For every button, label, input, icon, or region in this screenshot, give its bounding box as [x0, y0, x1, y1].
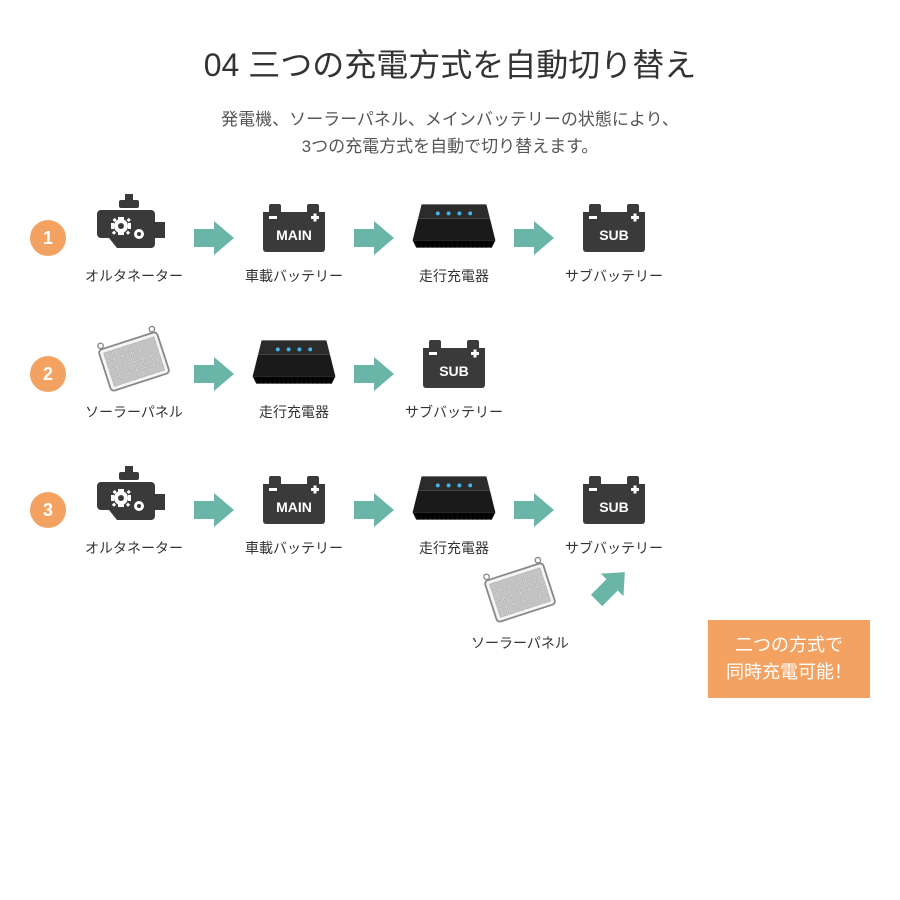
engine-icon: [89, 190, 179, 260]
callout-line2: 同時充電可能！: [726, 662, 852, 682]
sub-battery-item: SUB サブバッテリー: [564, 462, 664, 558]
subtitle-line2: 3つの充電方式を自動で切り替えます。: [302, 137, 599, 156]
arrow-icon: [512, 491, 556, 529]
main-battery-label: 車載バッテリー: [245, 538, 343, 558]
page-title: 04 三つの充電方式を自動切り替え: [30, 40, 870, 86]
flow-row-3: 3 オルタネーター: [30, 462, 870, 558]
engine-icon: [89, 462, 179, 532]
charger-item: 走行充電器: [404, 462, 504, 558]
battery-main-icon: MAIN: [249, 190, 339, 260]
alternator-item: オルタネーター: [84, 462, 184, 558]
sub-battery-label: サブバッテリー: [565, 538, 663, 558]
row-badge-1: 1: [30, 220, 66, 256]
sub-battery-item: SUB サブバッテリー: [404, 326, 504, 422]
solar-item: ソーラーパネル: [84, 326, 184, 422]
arrow-icon: [192, 355, 236, 393]
sub-battery-label: サブバッテリー: [405, 402, 503, 422]
arrow-icon: [192, 491, 236, 529]
alternator-label: オルタネーター: [85, 266, 183, 286]
row-badge-3: 3: [30, 492, 66, 528]
solar-label: ソーラーパネル: [471, 633, 569, 653]
solar-label: ソーラーパネル: [85, 402, 183, 422]
svg-text:SUB: SUB: [439, 363, 469, 379]
subtitle-line1: 発電機、ソーラーパネル、メインバッテリーの状態により、: [221, 110, 679, 129]
solar-icon: [475, 557, 565, 627]
arrow-icon: [512, 219, 556, 257]
flow-row-1: 1 オルタネーター: [30, 190, 870, 286]
main-battery-item: MAIN 車載バッテリー: [244, 190, 344, 286]
charger-label: 走行充電器: [419, 266, 489, 286]
charger-item: 走行充電器: [244, 326, 344, 422]
charger-item: 走行充電器: [404, 190, 504, 286]
battery-sub-icon: SUB: [409, 326, 499, 396]
battery-main-icon: MAIN: [249, 462, 339, 532]
row3-solar-branch: ソーラーパネル: [470, 557, 570, 653]
alternator-label: オルタネーター: [85, 538, 183, 558]
solar-icon: [89, 326, 179, 396]
callout-box: 二つの方式で 同時充電可能！: [708, 620, 870, 698]
main-battery-label: 車載バッテリー: [245, 266, 343, 286]
arrow-icon: [352, 219, 396, 257]
solar-item: ソーラーパネル: [470, 557, 570, 653]
main-battery-item: MAIN 車載バッテリー: [244, 462, 344, 558]
svg-text:MAIN: MAIN: [276, 227, 312, 243]
arrow-icon: [192, 219, 236, 257]
row-badge-2: 2: [30, 356, 66, 392]
arrow-icon: [352, 491, 396, 529]
arrow-icon: [352, 355, 396, 393]
diagonal-arrow-icon: [585, 562, 635, 612]
flow-row-2: 2 ソーラーパネル: [30, 326, 870, 422]
sub-battery-label: サブバッテリー: [565, 266, 663, 286]
svg-text:SUB: SUB: [599, 499, 629, 515]
battery-sub-icon: SUB: [569, 462, 659, 532]
page-subtitle: 発電機、ソーラーパネル、メインバッテリーの状態により、 3つの充電方式を自動で切…: [30, 106, 870, 160]
svg-text:SUB: SUB: [599, 227, 629, 243]
battery-sub-icon: SUB: [569, 190, 659, 260]
alternator-item: オルタネーター: [84, 190, 184, 286]
charger-icon: [409, 190, 499, 260]
sub-battery-item: SUB サブバッテリー: [564, 190, 664, 286]
callout-line1: 二つの方式で: [735, 635, 843, 655]
charger-label: 走行充電器: [259, 402, 329, 422]
charger-icon: [249, 326, 339, 396]
charger-icon: [409, 462, 499, 532]
flow-rows: 1 オルタネーター: [30, 190, 870, 558]
svg-text:MAIN: MAIN: [276, 499, 312, 515]
